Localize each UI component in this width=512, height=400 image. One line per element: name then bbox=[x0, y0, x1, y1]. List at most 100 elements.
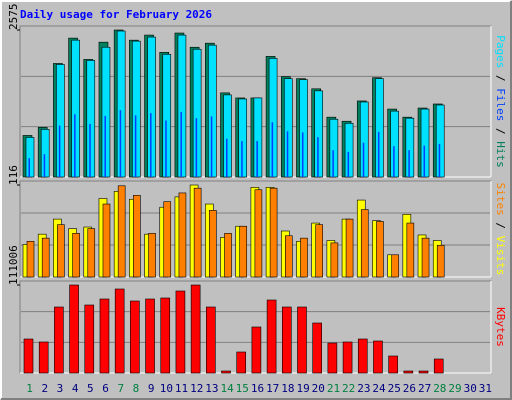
x-tick-label: 11 bbox=[175, 382, 188, 395]
bar bbox=[130, 300, 140, 374]
x-tick-label: 25 bbox=[388, 382, 401, 395]
bar bbox=[195, 118, 198, 177]
legend-separator: / bbox=[494, 68, 507, 88]
bar bbox=[69, 284, 79, 374]
bar bbox=[74, 114, 76, 177]
x-tick-label: 29 bbox=[448, 382, 461, 395]
bar bbox=[373, 340, 383, 374]
bar bbox=[317, 137, 319, 177]
bar bbox=[221, 370, 231, 374]
bar bbox=[89, 123, 91, 177]
bar bbox=[342, 341, 353, 374]
bar bbox=[286, 131, 289, 177]
bar bbox=[418, 370, 429, 374]
bar bbox=[180, 111, 182, 177]
bar bbox=[210, 116, 213, 177]
legend-separator: / bbox=[494, 216, 507, 236]
bar bbox=[403, 370, 414, 374]
bar bbox=[251, 326, 262, 374]
bar bbox=[43, 154, 46, 177]
bar bbox=[72, 233, 80, 278]
bar bbox=[393, 146, 395, 177]
legend-entry: Hits bbox=[494, 141, 507, 168]
x-tick-label: 2 bbox=[41, 382, 48, 395]
x-tick-label: 12 bbox=[190, 382, 203, 395]
x-tick-label: 5 bbox=[87, 382, 94, 395]
bar bbox=[56, 64, 65, 178]
bar bbox=[256, 141, 258, 177]
x-tick-label: 21 bbox=[327, 382, 340, 395]
x-tick-label: 1 bbox=[26, 382, 33, 395]
bar bbox=[436, 244, 445, 278]
bar bbox=[117, 185, 126, 278]
bar bbox=[327, 342, 338, 374]
bar bbox=[165, 120, 167, 177]
x-tick-label: 16 bbox=[251, 382, 264, 395]
x-tick-label: 10 bbox=[160, 382, 173, 395]
x-tick-label: 18 bbox=[281, 382, 294, 395]
bar bbox=[224, 233, 232, 278]
bar bbox=[102, 203, 111, 278]
bar bbox=[406, 222, 415, 278]
legend-entry: Files bbox=[494, 88, 507, 121]
bar bbox=[360, 209, 369, 278]
bar bbox=[315, 224, 323, 278]
bar bbox=[57, 224, 65, 278]
x-tick-label: 14 bbox=[220, 382, 234, 395]
bar bbox=[377, 131, 380, 177]
legend-entry: Pages bbox=[494, 35, 507, 68]
bar bbox=[148, 233, 156, 278]
x-tick-label: 6 bbox=[102, 382, 109, 395]
bar bbox=[133, 195, 141, 278]
x-tick-label: 26 bbox=[403, 382, 416, 395]
bar bbox=[312, 322, 322, 374]
x-tick-label: 27 bbox=[418, 382, 431, 395]
legend: KBytes bbox=[494, 307, 507, 347]
x-tick-label: 22 bbox=[342, 382, 355, 395]
legend-entry: Visits bbox=[494, 236, 507, 276]
x-tick-label: 23 bbox=[357, 382, 370, 395]
bar bbox=[433, 358, 444, 374]
bar bbox=[38, 341, 49, 374]
bar bbox=[193, 187, 202, 278]
bar bbox=[84, 304, 95, 374]
bar bbox=[408, 150, 410, 177]
y-tick-label: 111006 bbox=[7, 245, 20, 285]
bar bbox=[54, 306, 64, 374]
bar bbox=[145, 298, 155, 374]
bar bbox=[271, 122, 274, 177]
bar bbox=[178, 192, 187, 278]
bar bbox=[376, 221, 384, 278]
x-tick-label: 24 bbox=[372, 382, 386, 395]
x-tick-label: 19 bbox=[296, 382, 309, 395]
bar bbox=[391, 254, 399, 278]
bar bbox=[23, 338, 34, 374]
bar bbox=[236, 351, 247, 374]
legend-separator: / bbox=[494, 121, 507, 141]
bar bbox=[388, 355, 398, 374]
bar bbox=[362, 142, 365, 177]
bar bbox=[26, 241, 35, 278]
bar bbox=[284, 235, 293, 278]
bar bbox=[160, 297, 171, 374]
bar bbox=[438, 143, 441, 177]
bar bbox=[239, 225, 248, 278]
legend: Pages / Files / Hits bbox=[494, 35, 507, 168]
bar bbox=[357, 338, 368, 374]
bar bbox=[99, 298, 110, 374]
bar bbox=[266, 299, 277, 374]
bar bbox=[206, 306, 216, 374]
bar bbox=[209, 210, 217, 278]
bar bbox=[119, 110, 122, 177]
bar bbox=[423, 145, 426, 177]
bar bbox=[269, 187, 278, 278]
bar bbox=[134, 115, 137, 177]
bar bbox=[163, 201, 172, 278]
chart-title: Daily usage for February 2026 bbox=[20, 8, 212, 21]
bar bbox=[226, 138, 228, 177]
bar bbox=[345, 218, 354, 278]
bar bbox=[347, 151, 350, 177]
bar bbox=[241, 141, 243, 177]
